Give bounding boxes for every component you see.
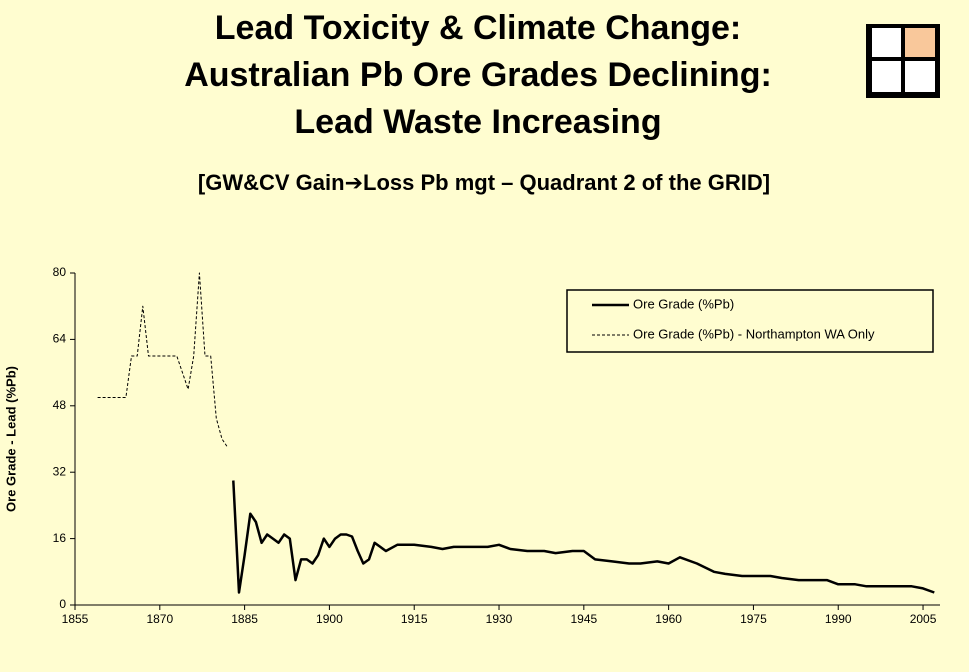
y-tick-label: 80 (53, 265, 67, 279)
x-tick-label: 1885 (231, 612, 258, 626)
series-line (232, 480, 935, 594)
quadrant-icon (866, 24, 940, 98)
series-line (97, 272, 229, 448)
legend-box (566, 289, 934, 353)
x-tick-label: 1915 (401, 612, 428, 626)
x-tick-label: 1960 (655, 612, 682, 626)
x-tick-label: 1900 (316, 612, 343, 626)
chart-title: Lead Toxicity & Climate Change: (215, 9, 741, 47)
y-axis-title: Ore Grade - Lead (%Pb) (3, 366, 18, 512)
x-tick-label: 1870 (146, 612, 173, 626)
x-tick-label: 1975 (740, 612, 767, 626)
x-tick-label: 1930 (486, 612, 513, 626)
x-tick-label: 1945 (570, 612, 597, 626)
x-tick-label: 1855 (62, 612, 89, 626)
y-tick-label: 16 (53, 531, 67, 545)
chart-subtitle: [GW&CV Gain➔Loss Pb mgt – Quadrant 2 of … (198, 170, 770, 195)
legend: Ore Grade (%Pb) Ore Grade (%Pb) - Northam… (566, 289, 934, 353)
legend-label: Ore Grade (%Pb) - Northampton WA Only (633, 326, 875, 341)
chart-title: Australian Pb Ore Grades Declining: (184, 56, 772, 94)
y-tick-label: 64 (53, 332, 67, 346)
x-tick-label: 1990 (825, 612, 852, 626)
y-tick-label: 0 (59, 597, 66, 611)
legend-label: Ore Grade (%Pb) (633, 296, 734, 311)
x-tick-label: 2005 (910, 612, 937, 626)
y-tick-label: 48 (53, 398, 67, 412)
y-tick-label: 32 (53, 464, 67, 478)
chart-title: Lead Waste Increasing (294, 103, 661, 141)
